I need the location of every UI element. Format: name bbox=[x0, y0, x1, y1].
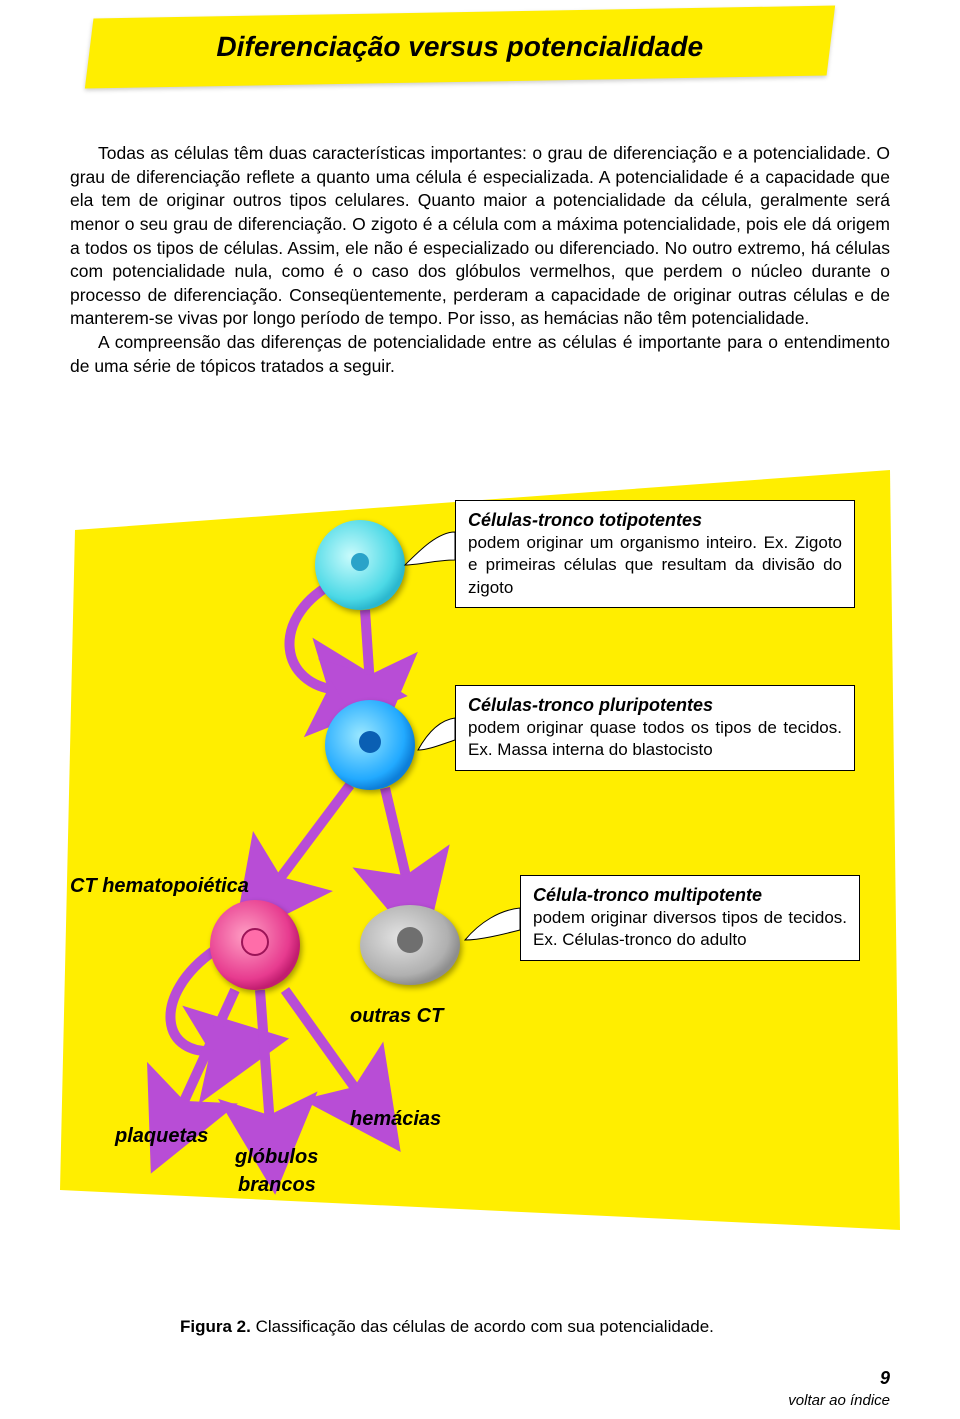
caption-bold: Figura 2. bbox=[180, 1317, 251, 1336]
arrow-self-totipotent bbox=[289, 585, 338, 690]
label-hemacias: hemácias bbox=[350, 1108, 441, 1131]
back-to-index-link[interactable]: voltar ao índice bbox=[788, 1392, 890, 1409]
callout-multipotent-title: Célula-tronco multipotente bbox=[533, 885, 762, 905]
cell-hematopoietic bbox=[210, 900, 300, 990]
figure-caption: Figura 2. Classificação das células de a… bbox=[180, 1317, 714, 1337]
callout-totipotent-title: Células-tronco totipotentes bbox=[468, 510, 702, 530]
cell-totipotent bbox=[315, 520, 405, 610]
callout-tail-pluri bbox=[418, 718, 455, 750]
label-ct-hematopoietica: CT hematopoiética bbox=[70, 875, 249, 898]
label-globulos: glóbulos bbox=[235, 1146, 318, 1169]
body-text: Todas as células têm duas característica… bbox=[70, 142, 890, 378]
arrow-pluri-multi bbox=[385, 788, 408, 885]
page-number: 9 bbox=[880, 1368, 890, 1389]
arrow-pluri-hemato bbox=[275, 785, 350, 885]
callout-totipotent: Células-tronco totipotentes podem origin… bbox=[455, 500, 855, 608]
callout-totipotent-body: podem originar um organismo inteiro. Ex.… bbox=[468, 533, 842, 596]
cell-pluripotent bbox=[325, 700, 415, 790]
callout-pluripotent-title: Células-tronco pluripotentes bbox=[468, 695, 713, 715]
callout-tail-toti bbox=[405, 532, 455, 565]
callout-pluripotent: Células-tronco pluripotentes podem origi… bbox=[455, 685, 855, 771]
caption-rest: Classificação das células de acordo com … bbox=[251, 1317, 714, 1336]
page-title: Diferenciação versus potencialidade bbox=[217, 31, 704, 63]
callout-tail-multi bbox=[465, 908, 520, 940]
label-plaquetas: plaquetas bbox=[115, 1125, 208, 1148]
label-brancos: brancos bbox=[238, 1174, 316, 1197]
diagram: Células-tronco totipotentes podem origin… bbox=[60, 470, 900, 1260]
title-banner: Diferenciação versus potencialidade bbox=[85, 6, 835, 89]
callout-multipotent: Célula-tronco multipotente podem origina… bbox=[520, 875, 860, 961]
arrow-hemato-hemacias bbox=[285, 990, 360, 1095]
callout-multipotent-body: podem originar diversos tipos de tecidos… bbox=[533, 908, 847, 949]
paragraph-2: A compreensão das diferenças de potencia… bbox=[70, 331, 890, 378]
arrow-toti-pluri bbox=[365, 610, 370, 685]
paragraph-1: Todas as células têm duas característica… bbox=[70, 142, 890, 331]
arrow-hemato-globulos bbox=[260, 990, 270, 1125]
cell-multipotent bbox=[360, 905, 460, 985]
callout-pluripotent-body: podem originar quase todos os tipos de t… bbox=[468, 718, 842, 759]
label-outras-ct: outras CT bbox=[350, 1005, 443, 1028]
